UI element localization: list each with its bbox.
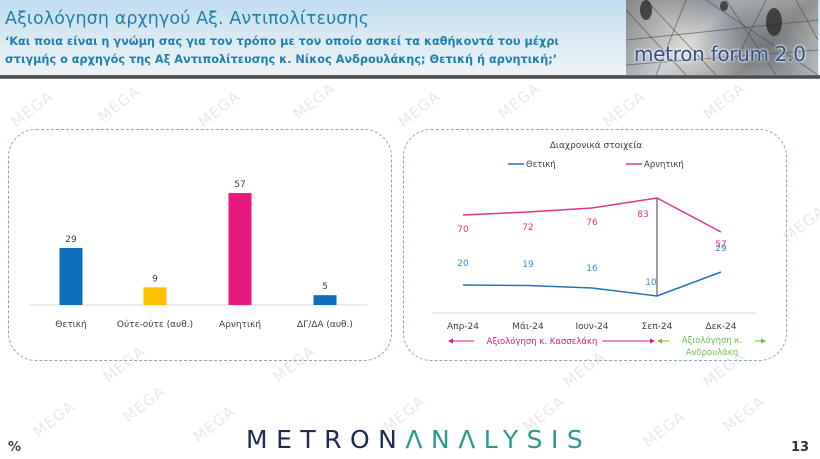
watermark: MEGA bbox=[494, 79, 544, 123]
series-line-positive bbox=[462, 271, 722, 297]
x-axis-label: Δεκ-24 bbox=[705, 322, 736, 332]
logo-metron: METRON bbox=[246, 425, 406, 454]
bar bbox=[143, 287, 167, 305]
logo-analysis: ΛNΛLYSIS bbox=[405, 425, 592, 454]
watermark: MEGA bbox=[719, 392, 769, 436]
arrowhead-left-icon bbox=[657, 338, 662, 344]
bar-chart-panel: 29 Θετική 9 Ούτε-ούτε (αυθ.) 57 Αρνητική 5 ΔΓ/Δ… bbox=[8, 129, 392, 361]
bar-value-label: 9 bbox=[152, 274, 158, 284]
bar-value-label: 5 bbox=[322, 282, 328, 292]
metron-analysis-logo: METRONΛNΛLYSIS bbox=[246, 425, 591, 454]
period-annotations: Αξιολόγηση κ. Κασσελάκη Αξιολόγηση κ. Ανδρ… bbox=[448, 335, 766, 358]
bar bbox=[59, 248, 83, 305]
data-label-negative: 57 bbox=[715, 240, 726, 250]
question-line-2: στιγμής ο αρχηγός της Αξ Αντιπολίτευσης … bbox=[5, 53, 558, 66]
bar-category-label: Θετική bbox=[55, 320, 86, 330]
line-series-group: 20 19 16 10 29 70 72 76 83 57 bbox=[457, 197, 727, 297]
data-label-negative: 72 bbox=[522, 223, 533, 233]
series-line-negative bbox=[462, 197, 722, 233]
slide-title: Αξιολόγηση αρχηγού Αξ. Αντιπολίτευσης bbox=[5, 9, 370, 29]
page-number: 13 bbox=[791, 440, 810, 455]
watermark: MEGA bbox=[29, 397, 79, 441]
line-chart: Διαχρονικά στοιχεία Θετική Αρνητική 20 19… bbox=[432, 141, 766, 358]
watermark: MEGA bbox=[639, 407, 689, 451]
watermark: MEGA bbox=[94, 82, 144, 126]
watermark: MEGA bbox=[289, 79, 339, 123]
x-axis-label: Απρ-24 bbox=[447, 322, 479, 332]
bar-group: 29 Θετική 9 Ούτε-ούτε (αυθ.) 57 Αρνητική 5 ΔΓ/Δ… bbox=[55, 180, 353, 330]
watermark: MEGA bbox=[599, 87, 649, 131]
bar bbox=[313, 295, 337, 305]
header-divider bbox=[0, 75, 820, 79]
line-chart-title: Διαχρονικά στοιχεία bbox=[550, 141, 643, 151]
watermark: MEGA bbox=[7, 87, 57, 131]
unit-label: % bbox=[8, 440, 22, 455]
bar-category-label: ΔΓ/ΔΑ (αυθ.) bbox=[297, 320, 353, 330]
watermark: MEGA bbox=[189, 402, 239, 446]
bar-value-label: 29 bbox=[65, 235, 77, 245]
bar-category-label: Αρνητική bbox=[219, 320, 261, 330]
arrowhead-right-icon bbox=[761, 338, 766, 344]
bar-chart: 29 Θετική 9 Ούτε-ούτε (αυθ.) 57 Αρνητική 5 ΔΓ/Δ… bbox=[29, 180, 367, 330]
brand-text: metron forum 2.0 bbox=[634, 42, 806, 66]
legend: Θετική Αρνητική bbox=[508, 160, 684, 170]
question-line-1: ‘Και ποια είναι η γνώμη σας για τον τρόπ… bbox=[5, 35, 559, 48]
data-label-negative: 83 bbox=[637, 210, 648, 220]
bar-value-label: 57 bbox=[234, 180, 245, 190]
bar-category-label: Ούτε-ούτε (αυθ.) bbox=[117, 319, 193, 330]
androulakis-period-label-line1: Αξιολόγηση κ. bbox=[682, 335, 742, 346]
data-label-positive: 16 bbox=[586, 264, 598, 274]
kasselakis-period-label: Αξιολόγηση κ. Κασσελάκη bbox=[487, 336, 598, 347]
watermark: MEGA bbox=[699, 79, 749, 123]
data-label-positive: 19 bbox=[522, 260, 534, 270]
watermark: MEGA bbox=[194, 87, 244, 131]
geometric-pattern-icon bbox=[626, 0, 818, 75]
data-label-positive: 10 bbox=[645, 278, 657, 288]
data-label-positive: 20 bbox=[457, 259, 469, 269]
watermark: MEGA bbox=[119, 382, 169, 426]
watermark: MEGA bbox=[394, 87, 444, 131]
x-axis-label: Σεπ-24 bbox=[642, 322, 673, 332]
x-axis-label: Μάι-24 bbox=[512, 322, 544, 332]
question-text: ‘Και ποια είναι η γνώμη σας για τον τρόπ… bbox=[5, 33, 605, 69]
bar bbox=[228, 193, 252, 305]
androulakis-period-label-line2: Ανδρουλάκη bbox=[686, 348, 738, 358]
arrowhead-left-icon bbox=[448, 338, 453, 344]
legend-label-negative: Αρνητική bbox=[644, 160, 684, 170]
legend-label-positive: Θετική bbox=[526, 160, 556, 170]
line-chart-panel: Διαχρονικά στοιχεία Θετική Αρνητική 20 19… bbox=[403, 129, 787, 361]
x-axis-label: Ιουν-24 bbox=[575, 322, 608, 332]
x-axis-labels: Απρ-24 Μάι-24 Ιουν-24 Σεπ-24 Δεκ-24 bbox=[447, 322, 737, 332]
data-label-negative: 70 bbox=[457, 225, 469, 235]
data-label-negative: 76 bbox=[586, 218, 598, 228]
data-label-positive: 29 bbox=[715, 244, 727, 254]
metron-forum-logo: metron forum 2.0 bbox=[626, 0, 818, 75]
arrowhead-right-icon bbox=[650, 338, 655, 344]
